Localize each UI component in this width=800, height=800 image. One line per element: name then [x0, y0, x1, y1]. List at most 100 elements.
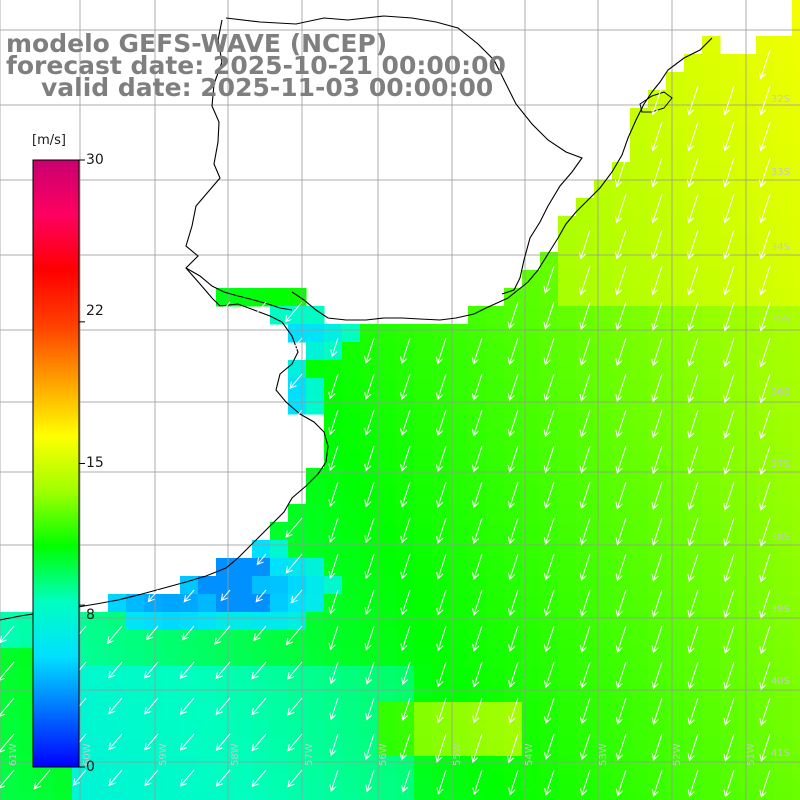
wind-speed-cell	[792, 558, 800, 577]
wind-arrow	[364, 733, 375, 761]
wind-speed-cell	[450, 558, 469, 577]
wind-speed-cell	[774, 396, 793, 415]
wind-speed-cell	[558, 576, 577, 595]
wind-speed-cell	[702, 414, 721, 433]
wind-speed-cell	[342, 450, 361, 469]
wind-speed-cell	[198, 738, 217, 757]
wind-speed-cell	[342, 630, 361, 649]
wind-speed-cell	[18, 630, 37, 649]
wind-speed-cell	[630, 288, 649, 307]
wind-speed-cell	[738, 666, 757, 685]
wind-speed-cell	[144, 720, 163, 739]
wind-speed-cell	[630, 450, 649, 469]
wind-arrow	[579, 481, 591, 510]
wind-arrow	[215, 769, 231, 787]
wind-arrow	[285, 553, 303, 574]
wind-arrow	[723, 409, 735, 439]
wind-speed-cell	[594, 612, 613, 631]
wind-speed-cell	[342, 666, 361, 685]
wind-arrow	[436, 517, 447, 544]
wind-speed-cell	[144, 684, 163, 703]
wind-speed-cell	[702, 432, 721, 451]
wind-speed-cell	[414, 396, 433, 415]
wind-speed-cell	[198, 594, 217, 613]
wind-speed-cell	[738, 288, 757, 307]
wind-speed-cell	[792, 540, 800, 559]
wind-speed-cell	[306, 648, 325, 667]
wind-speed-cell	[306, 738, 325, 757]
wind-speed-cell	[378, 630, 397, 649]
wind-speed-cell	[450, 576, 469, 595]
wind-speed-cell	[180, 756, 199, 775]
wind-arrow	[723, 625, 735, 655]
wind-arrow	[220, 589, 231, 602]
wind-arrow	[723, 589, 735, 619]
wind-speed-cell	[612, 504, 631, 523]
wind-speed-cell	[414, 324, 433, 343]
wind-arrow	[687, 769, 699, 798]
wind-arrow	[615, 769, 627, 797]
wind-speed-cell	[450, 504, 469, 523]
wind-speed-cell	[198, 792, 217, 800]
wind-speed-cell	[234, 756, 253, 775]
wind-speed-cell	[630, 306, 649, 325]
wind-speed-cell	[648, 720, 667, 739]
wind-speed-cell	[630, 702, 649, 721]
wind-arrow	[508, 697, 519, 724]
wind-speed-cell	[450, 594, 469, 613]
wind-speed-cell	[234, 594, 253, 613]
wind-speed-cell	[630, 342, 649, 361]
wind-speed-cell	[486, 594, 505, 613]
wind-speed-cell	[54, 792, 73, 800]
wind-speed-cell	[720, 72, 739, 91]
wind-speed-cell	[630, 468, 649, 487]
wind-speed-cell	[108, 684, 127, 703]
wind-arrow	[651, 625, 663, 654]
wind-arrow	[686, 229, 699, 260]
wind-speed-cell	[234, 558, 253, 577]
wind-speed-cell	[558, 468, 577, 487]
wind-speed-cell	[666, 432, 685, 451]
wind-speed-cell	[396, 432, 415, 451]
wind-arrow	[614, 229, 627, 260]
wind-speed-cell	[738, 180, 757, 199]
wind-speed-cell	[792, 288, 800, 307]
wind-arrow	[144, 733, 159, 751]
wind-speed-cell	[792, 144, 800, 163]
wind-speed-cell	[414, 468, 433, 487]
wind-arrow	[651, 481, 663, 510]
wind-speed-cell	[126, 702, 145, 721]
wind-speed-cell	[756, 36, 775, 55]
wind-speed-cell	[666, 162, 685, 181]
wind-speed-cell	[252, 630, 271, 649]
wind-speed-cell	[720, 504, 739, 523]
title-model: modelo GEFS-WAVE (NCEP)	[6, 29, 388, 58]
wind-speed-cell	[738, 252, 757, 271]
wind-arrow	[471, 373, 483, 401]
wind-arrow	[687, 517, 699, 547]
wind-speed-cell	[738, 54, 757, 73]
wind-speed-cell	[432, 360, 451, 379]
wind-speed-cell	[594, 720, 613, 739]
wind-speed-cell	[648, 684, 667, 703]
wind-speed-cell	[216, 702, 235, 721]
wind-speed-cell	[774, 738, 793, 757]
latitude-label: 33S	[771, 167, 790, 178]
wind-speed-cell	[666, 216, 685, 235]
wind-speed-cell	[90, 738, 109, 757]
wind-speed-cell	[504, 468, 523, 487]
wind-speed-cell	[216, 756, 235, 775]
wind-arrow	[285, 625, 303, 646]
wind-speed-cell	[702, 486, 721, 505]
wind-speed-cell	[720, 396, 739, 415]
wind-speed-cell	[414, 738, 433, 757]
wind-speed-cell	[18, 756, 37, 775]
wind-speed-cell	[108, 738, 127, 757]
wind-speed-cell	[486, 720, 505, 739]
wind-speed-cell	[666, 486, 685, 505]
wind-speed-cell	[720, 54, 739, 73]
wind-arrow	[507, 409, 519, 437]
wind-speed-cell	[684, 432, 703, 451]
wind-speed-cell	[270, 756, 289, 775]
wind-speed-cell	[594, 594, 613, 613]
